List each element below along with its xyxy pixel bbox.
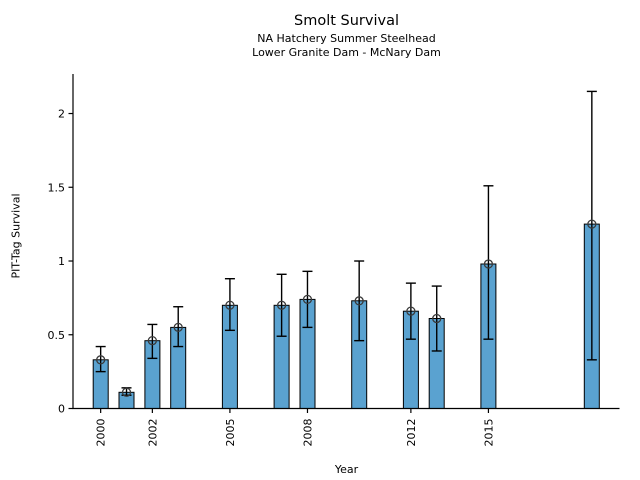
x-tick-label-2008: 2008 (301, 419, 314, 447)
x-axis-label: Year (334, 463, 359, 476)
y-tick-label-0.5: 0.5 (48, 329, 66, 342)
chart-title: Smolt Survival (294, 13, 399, 29)
x-tick-label-2005: 2005 (224, 419, 237, 447)
x-tick-label-2012: 2012 (405, 419, 418, 447)
y-tick-label-2: 2 (58, 108, 65, 121)
x-tick-label-2002: 2002 (146, 419, 159, 447)
y-tick-label-0: 0 (58, 403, 65, 416)
y-tick-label-1: 1 (58, 255, 65, 268)
marker-2000 (96, 355, 106, 365)
y-tick-label-1.5: 1.5 (48, 181, 66, 194)
marker-2002 (147, 336, 158, 346)
marker-2019 (587, 219, 597, 229)
marker-2005 (225, 300, 235, 310)
chart-subtitle-line1: NA Hatchery Summer Steelhead (257, 32, 436, 45)
x-tick-label-2015: 2015 (482, 419, 495, 447)
y-axis-label: PIT-Tag Survival (9, 193, 23, 279)
marker-2007 (276, 300, 287, 310)
chart-subtitle-line2: Lower Granite Dam - McNary Dam (252, 46, 441, 59)
marker-2015 (483, 259, 494, 269)
marker-2012 (406, 306, 416, 316)
marker-2001 (121, 387, 132, 397)
marker-2003 (173, 322, 183, 333)
marker-2013 (432, 313, 442, 324)
marker-2010 (354, 296, 364, 306)
x-tick-label-2000: 2000 (95, 419, 108, 447)
marker-2008 (302, 294, 313, 305)
